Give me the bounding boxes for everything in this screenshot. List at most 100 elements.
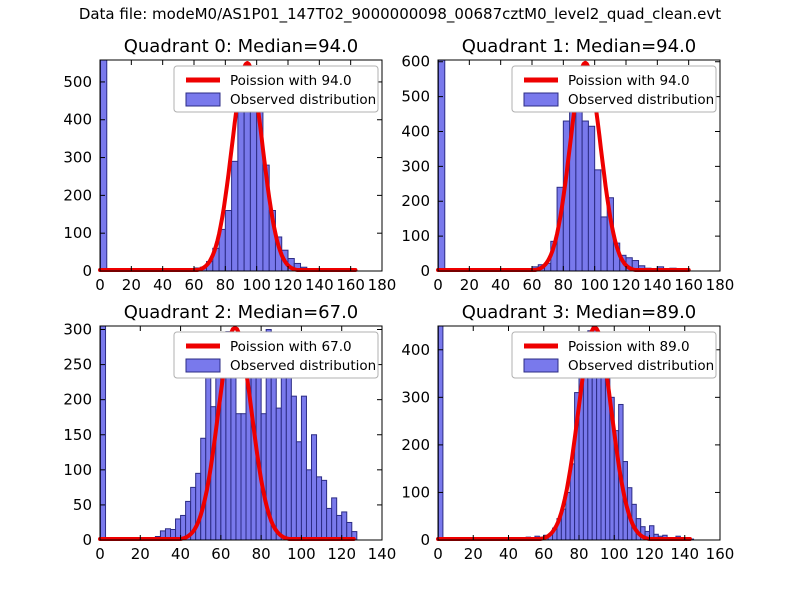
y-tick-label: 600 bbox=[401, 53, 430, 71]
histogram-bar bbox=[275, 407, 282, 541]
x-tick-label: 140 bbox=[305, 276, 334, 294]
histogram-bar bbox=[280, 376, 287, 541]
histogram-bar bbox=[321, 479, 328, 541]
y-tick-label: 200 bbox=[401, 436, 430, 454]
legend-box bbox=[511, 331, 717, 379]
histogram-bar bbox=[295, 441, 302, 541]
y-tick-label: 0 bbox=[82, 262, 92, 280]
subplot-title: Quadrant 2: Median=67.0 bbox=[124, 302, 359, 323]
x-tick-label: 120 bbox=[327, 545, 356, 563]
histogram-bar bbox=[231, 160, 239, 272]
y-tick-label: 400 bbox=[401, 122, 430, 140]
axis-tick-labels: 0 20 40 60 80 100 120 140 0 50 100 150 200 250 300 bbox=[63, 321, 396, 563]
histogram-bar bbox=[230, 353, 237, 541]
histogram-bar bbox=[316, 476, 323, 541]
x-tick-label: 60 bbox=[534, 545, 553, 563]
subplot-quadrant-3: 0 20 40 60 80 100 120 140 160 0 100 200 300 400 Quadra… bbox=[401, 302, 734, 563]
y-tick-label: 300 bbox=[401, 157, 430, 175]
histogram-bar bbox=[300, 395, 307, 541]
subplot-quadrant-2: 0 20 40 60 80 100 120 140 0 50 100 150 200 250 300 Quad… bbox=[63, 302, 396, 563]
y-tick-label: 0 bbox=[82, 531, 92, 549]
axes-frame bbox=[437, 59, 721, 272]
legend: Poission with 89.0 Observed distribution bbox=[511, 331, 717, 379]
figure-title: Data file: modeM0/AS1P01_147T02_90000000… bbox=[78, 5, 722, 23]
histogram-bar bbox=[331, 497, 338, 541]
histogram-bar bbox=[235, 413, 242, 541]
y-tick-label: 200 bbox=[401, 192, 430, 210]
y-tick-label: 500 bbox=[401, 88, 430, 106]
x-tick-label: 80 bbox=[554, 276, 573, 294]
x-tick-label: 0 bbox=[95, 276, 105, 294]
legend: Poission with 94.0 Observed distribution bbox=[173, 65, 379, 113]
x-tick-label: 160 bbox=[706, 545, 735, 563]
legend-box bbox=[173, 65, 379, 113]
histogram-bar bbox=[175, 518, 182, 541]
x-tick-label: 40 bbox=[153, 276, 172, 294]
x-tick-label: 60 bbox=[522, 276, 541, 294]
histogram-bar bbox=[341, 511, 348, 541]
histogram-bar bbox=[240, 413, 247, 541]
x-tick-label: 80 bbox=[569, 545, 588, 563]
x-tick-label: 40 bbox=[171, 545, 190, 563]
y-tick-label: 400 bbox=[401, 341, 430, 359]
axes-frame bbox=[99, 59, 383, 272]
histogram-bar bbox=[205, 367, 212, 541]
x-tick-label: 120 bbox=[612, 276, 641, 294]
axis-tick-labels: 0 20 40 60 80 100 120 140 160 0 100 200 300 400 bbox=[401, 341, 734, 563]
subplot-quadrant-1: 0 20 40 60 80 100 120 140 160 1800100200300400500… bbox=[401, 36, 734, 294]
legend-curve-label: Poission with 94.0 bbox=[568, 73, 690, 89]
histogram-bar bbox=[336, 514, 343, 541]
legend: Poission with 67.0 Observed distribution bbox=[173, 331, 379, 379]
x-tick-label: 140 bbox=[368, 545, 397, 563]
legend-hist-label: Observed distribution bbox=[230, 92, 376, 108]
x-tick-label: 20 bbox=[464, 545, 483, 563]
x-tick-label: 100 bbox=[287, 545, 316, 563]
histogram-bar bbox=[594, 169, 602, 272]
histogram-bar bbox=[285, 371, 292, 541]
y-tick-label: 0 bbox=[420, 262, 430, 280]
y-tick-label: 100 bbox=[63, 224, 92, 242]
histogram-bar bbox=[311, 434, 318, 541]
y-tick-label: 0 bbox=[420, 531, 430, 549]
legend-curve-label: Poission with 67.0 bbox=[230, 339, 352, 355]
x-tick-label: 180 bbox=[368, 276, 397, 294]
x-tick-label: 20 bbox=[460, 276, 479, 294]
x-tick-label: 100 bbox=[580, 276, 609, 294]
x-tick-label: 80 bbox=[216, 276, 235, 294]
legend-box bbox=[511, 65, 717, 113]
y-tick-label: 200 bbox=[63, 186, 92, 204]
x-tick-label: 180 bbox=[706, 276, 735, 294]
subplot-quadrant-0: 0 20 40 60 80 100 120 140 160 1800100200300400500… bbox=[63, 36, 396, 294]
axes-frame bbox=[99, 325, 383, 541]
x-tick-label: 140 bbox=[643, 276, 672, 294]
histogram-bar bbox=[305, 469, 313, 541]
y-tick-label: 400 bbox=[63, 111, 92, 129]
poisson-curve bbox=[436, 60, 691, 272]
histogram-bar bbox=[290, 395, 297, 541]
y-tick-label: 150 bbox=[63, 426, 92, 444]
legend-hist-swatch bbox=[185, 92, 221, 107]
legend-hist-swatch bbox=[523, 358, 559, 373]
legend-curve-label: Poission with 89.0 bbox=[568, 339, 690, 355]
x-tick-label: 20 bbox=[131, 545, 150, 563]
x-tick-label: 0 bbox=[95, 545, 105, 563]
histogram-bar bbox=[326, 507, 333, 541]
poisson-curve bbox=[436, 326, 692, 541]
x-tick-label: 60 bbox=[184, 276, 203, 294]
histogram-bar-zero bbox=[438, 59, 446, 272]
axis-ticks bbox=[99, 60, 383, 272]
histogram-bar-zero bbox=[438, 325, 444, 541]
x-tick-label: 120 bbox=[635, 545, 664, 563]
legend-hist-label: Observed distribution bbox=[230, 358, 376, 374]
axis-ticks bbox=[99, 326, 383, 541]
x-tick-label: 80 bbox=[252, 545, 271, 563]
legend-hist-label: Observed distribution bbox=[568, 358, 714, 374]
x-tick-label: 140 bbox=[670, 545, 699, 563]
legend-curve-label: Poission with 94.0 bbox=[230, 73, 352, 89]
x-tick-label: 0 bbox=[433, 545, 443, 563]
y-tick-label: 250 bbox=[63, 356, 92, 374]
y-tick-label: 100 bbox=[401, 227, 430, 245]
y-tick-label: 300 bbox=[63, 149, 92, 167]
